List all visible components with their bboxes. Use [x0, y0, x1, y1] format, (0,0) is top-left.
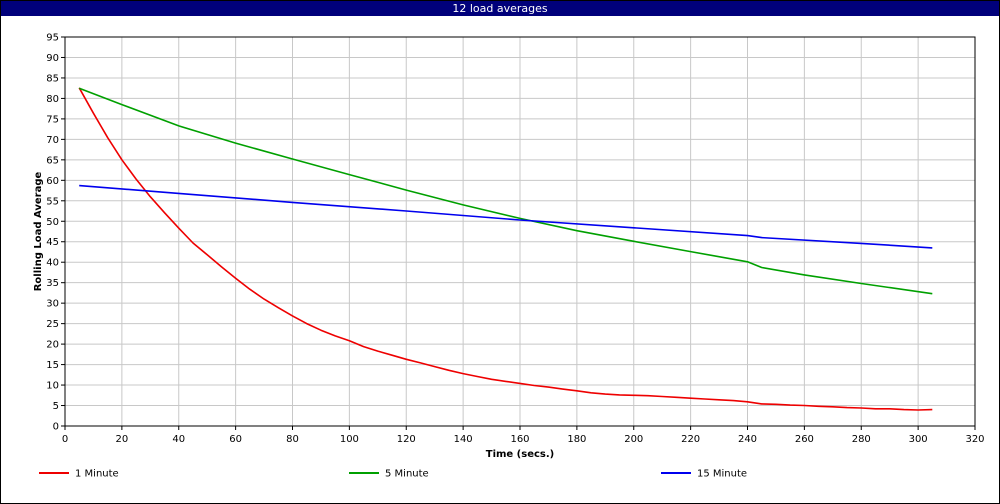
x-tick-label: 300 — [909, 434, 928, 445]
y-tick-label: 95 — [46, 33, 59, 44]
y-tick-label: 70 — [46, 135, 59, 146]
y-tick-label: 30 — [46, 299, 59, 310]
y-axis-title: Rolling Load Average — [33, 172, 44, 292]
x-axis-ticks: 0 20 40 60 80 100 120 140 160 180 200 220 240 260 280 3… — [62, 426, 985, 445]
y-tick-label: 50 — [46, 217, 59, 228]
y-tick-label: 5 — [53, 401, 59, 412]
series-line-15-minute — [79, 184, 933, 249]
legend: 1 Minute 5 Minute 15 Minute — [39, 469, 747, 480]
series-line-5-minute — [78, 87, 933, 295]
legend-label-5-minute: 5 Minute — [385, 469, 429, 480]
data-series — [78, 87, 933, 411]
y-tick-label: 90 — [46, 53, 59, 64]
y-tick-label: 55 — [46, 196, 59, 207]
y-tick-label: 45 — [46, 237, 59, 248]
x-tick-label: 280 — [852, 434, 871, 445]
x-tick-label: 60 — [229, 434, 242, 445]
y-tick-label: 0 — [53, 422, 59, 433]
y-tick-label: 20 — [46, 340, 59, 351]
x-tick-label: 40 — [172, 434, 185, 445]
x-tick-label: 260 — [795, 434, 814, 445]
series-line-1-minute — [78, 87, 933, 411]
x-tick-label: 160 — [510, 434, 529, 445]
x-tick-label: 320 — [965, 434, 984, 445]
x-tick-label: 200 — [624, 434, 643, 445]
y-tick-label: 65 — [46, 155, 59, 166]
y-tick-label: 35 — [46, 278, 59, 289]
legend-label-1-minute: 1 Minute — [75, 469, 119, 480]
gridlines — [64, 36, 976, 427]
y-tick-label: 15 — [46, 360, 59, 371]
x-tick-label: 80 — [286, 434, 299, 445]
legend-label-15-minute: 15 Minute — [697, 469, 747, 480]
window-title: 12 load averages — [1, 1, 999, 16]
y-axis-ticks: 0 5 10 15 20 25 30 35 40 45 50 55 60 65 70 75 80 85 90 95 — [46, 33, 65, 433]
y-tick-label: 75 — [46, 114, 59, 125]
x-tick-label: 20 — [116, 434, 129, 445]
y-tick-label: 85 — [46, 73, 59, 84]
y-tick-label: 10 — [46, 381, 59, 392]
x-tick-label: 120 — [397, 434, 416, 445]
x-tick-label: 0 — [62, 434, 68, 445]
x-tick-label: 220 — [681, 434, 700, 445]
y-tick-label: 60 — [46, 176, 59, 187]
x-tick-label: 180 — [567, 434, 586, 445]
y-tick-label: 40 — [46, 258, 59, 269]
x-axis-title: Time (secs.) — [486, 449, 555, 460]
x-tick-label: 240 — [738, 434, 757, 445]
y-tick-label: 25 — [46, 319, 59, 330]
x-tick-label: 100 — [340, 434, 359, 445]
y-tick-label: 80 — [46, 94, 59, 105]
x-tick-label: 140 — [454, 434, 473, 445]
